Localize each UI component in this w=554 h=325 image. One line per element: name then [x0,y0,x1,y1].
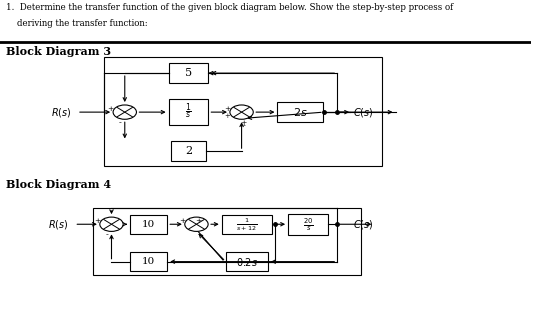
Text: $C(s)$: $C(s)$ [353,106,374,119]
Text: 10: 10 [142,220,155,229]
Text: -: - [242,123,245,130]
Text: -: - [106,231,109,239]
FancyBboxPatch shape [288,214,328,235]
Text: +: + [94,217,100,225]
Text: +: + [107,105,114,113]
FancyBboxPatch shape [222,214,272,234]
Text: Block Diagram 4: Block Diagram 4 [7,179,111,190]
Text: $R(s)$: $R(s)$ [48,218,69,231]
Text: $\frac{1}{s}$: $\frac{1}{s}$ [185,102,192,122]
Text: Block Diagram 3: Block Diagram 3 [7,46,111,57]
Text: $R(s)$: $R(s)$ [51,106,71,119]
FancyBboxPatch shape [225,252,268,271]
Circle shape [185,217,208,231]
Text: 5: 5 [185,68,192,78]
Text: +: + [240,119,247,127]
Text: -: - [197,231,200,239]
Text: $\frac{20}{s}$: $\frac{20}{s}$ [302,216,314,233]
Text: +: + [224,105,230,113]
Text: $2s$: $2s$ [293,106,307,118]
Text: $C(s)$: $C(s)$ [353,218,374,231]
Text: 1.  Determine the transfer function of the given block diagram below. Show the s: 1. Determine the transfer function of th… [7,3,454,12]
Text: +: + [179,217,185,225]
FancyBboxPatch shape [130,214,167,234]
Text: 10: 10 [142,257,155,266]
Text: -: - [119,119,122,127]
Circle shape [100,217,123,231]
Text: deriving the transfer function:: deriving the transfer function: [7,20,148,29]
Text: +: + [196,217,202,225]
Text: $0.2s$: $0.2s$ [236,256,258,267]
FancyBboxPatch shape [168,99,208,125]
Circle shape [230,105,253,119]
FancyBboxPatch shape [278,102,322,122]
FancyBboxPatch shape [168,63,208,83]
Text: $\frac{1}{s+12}$: $\frac{1}{s+12}$ [237,216,258,233]
Text: +: + [224,112,230,120]
Text: 2: 2 [185,146,192,156]
Circle shape [113,105,136,119]
FancyBboxPatch shape [171,141,206,161]
FancyBboxPatch shape [130,252,167,271]
